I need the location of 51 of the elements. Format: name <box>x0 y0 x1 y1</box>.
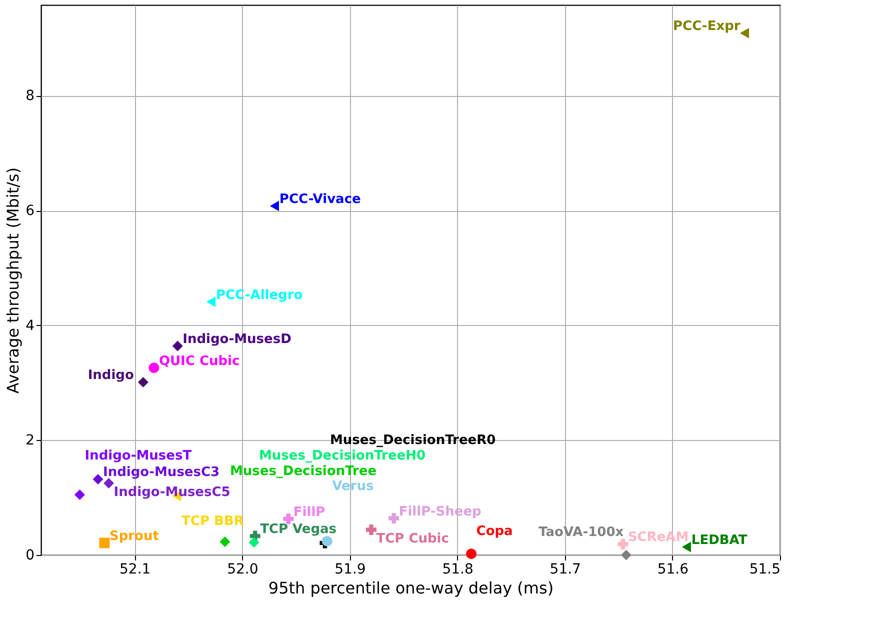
series-label: PCC-Vivace <box>279 192 362 207</box>
series-label: FillP <box>293 504 326 520</box>
text: Indigo-MusesT <box>84 448 192 464</box>
x-tick-label: 52.1 <box>120 562 151 578</box>
series-label: Indigo-MusesC3 <box>103 465 220 480</box>
point <box>138 376 148 388</box>
point <box>388 513 400 524</box>
y-tick-label: 0 <box>26 548 34 564</box>
series-label: QUIC Cubic <box>158 354 240 369</box>
point <box>148 362 160 374</box>
point <box>366 524 376 535</box>
x-axis-title: 95th percentile one-way delay (ms) <box>268 578 554 598</box>
point <box>74 489 85 500</box>
x-tick-label: 51.7 <box>550 562 581 578</box>
series-label: TCP Vegas <box>260 522 337 538</box>
point <box>220 536 230 548</box>
point <box>92 474 104 484</box>
x-tick-label: 51.9 <box>334 562 366 578</box>
series-label: TCP Cubic <box>376 532 449 547</box>
point <box>740 28 750 38</box>
y-tick-label: 4 <box>26 318 35 334</box>
series-label: Indigo <box>88 368 134 384</box>
series-label: PCC-Expr <box>673 19 741 34</box>
text: Muses_DecisionTreeR0 <box>330 432 496 448</box>
point <box>206 296 216 308</box>
series-label: PCC-Allegro <box>216 288 303 303</box>
series-label: Copa <box>476 524 513 539</box>
point <box>283 514 294 524</box>
point <box>618 538 628 550</box>
y-tick-label: 6 <box>26 203 35 220</box>
x-tick-label: 52.0 <box>227 562 258 578</box>
x-tick-label: 51.5 <box>749 562 780 578</box>
y-axis-title: Average throughput (Mbit/s) <box>4 167 23 394</box>
y-tick-label: 8 <box>26 88 34 104</box>
series-label: TCP BBR <box>182 514 244 529</box>
text: Muses_DecisionTreeH0 <box>258 448 426 464</box>
x-tick-label: 51.8 <box>442 562 474 578</box>
point <box>620 550 632 560</box>
series-label: Sprout <box>109 528 159 544</box>
point <box>682 542 691 552</box>
point <box>466 548 477 560</box>
series-label: Indigo-MusesC5 <box>114 485 230 500</box>
point <box>172 340 183 352</box>
series-label: LEDBAT <box>691 532 748 548</box>
point <box>270 200 279 212</box>
point <box>248 537 260 548</box>
series-label: Indigo-MusesD <box>182 332 292 348</box>
text: Muses_DecisionTree <box>230 464 377 479</box>
y-tick-label: 2 <box>26 432 34 449</box>
point <box>99 538 110 548</box>
x-tick-label: 51.6 <box>657 562 689 578</box>
